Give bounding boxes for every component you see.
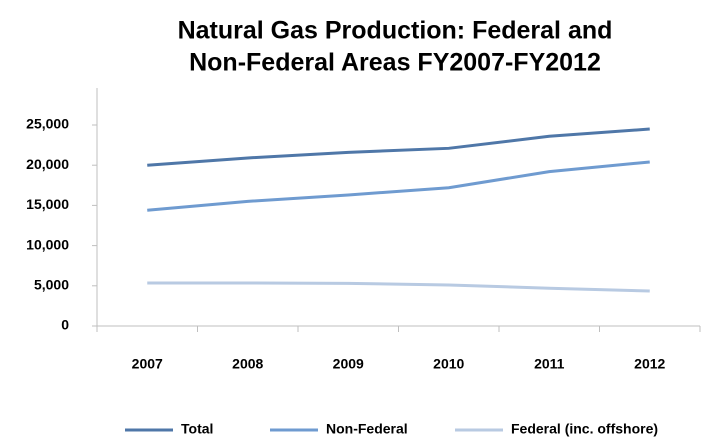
x-tick-label: 2008 (232, 356, 263, 372)
chart-title: Non-Federal Areas FY2007-FY2012 (189, 49, 601, 77)
legend-label: Federal (inc. offshore) (511, 421, 658, 437)
x-tick-label: 2012 (634, 356, 665, 372)
y-tick-label: 25,000 (26, 116, 69, 132)
y-tick-label: 0 (61, 317, 69, 333)
y-tick-label: 15,000 (26, 196, 69, 212)
x-tick-label: 2010 (433, 356, 464, 372)
y-tick-label: 20,000 (26, 156, 69, 172)
legend-label: Non-Federal (326, 421, 408, 437)
series-line (147, 160, 650, 212)
y-tick-label: 5,000 (34, 277, 69, 293)
legend-label: Total (181, 421, 213, 437)
series-line (147, 281, 650, 293)
y-tick-label: 10,000 (26, 236, 69, 252)
x-tick-label: 2011 (534, 356, 565, 372)
x-tick-label: 2009 (333, 356, 364, 372)
chart-title: Natural Gas Production: Federal and (178, 17, 613, 45)
x-tick-label: 2007 (132, 356, 163, 372)
series-line (147, 127, 650, 167)
